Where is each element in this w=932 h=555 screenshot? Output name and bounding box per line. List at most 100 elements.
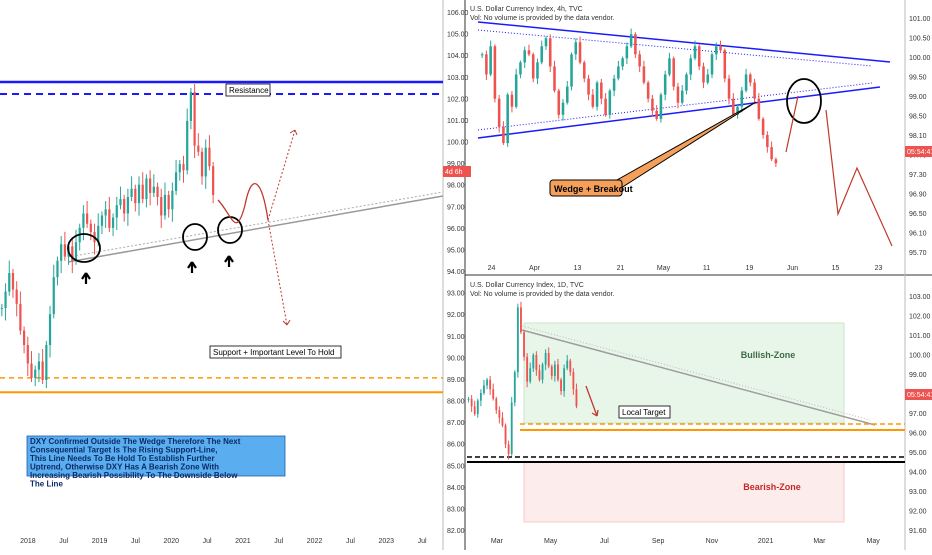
tr-candle [689,58,693,75]
left-candle [56,260,59,278]
left-candle [123,199,126,214]
br-candle [563,368,566,392]
left-candle [97,225,100,243]
rising-support-dotted-line [67,191,444,258]
tr-candle [600,82,603,99]
left-x-tick-label: 2018 [20,538,36,545]
left-candle [48,314,52,345]
note-text-line: Increasing Bearish Possibility To The Do… [30,471,238,480]
left-candle [149,178,152,193]
tr-candle [697,46,701,67]
left-candle [74,242,78,261]
tr-candle [761,118,765,135]
br-candle [544,353,547,365]
tr-candle [523,50,526,63]
up-arrow-icon [81,272,91,284]
left-candle [134,188,137,204]
tr-y-tick-label: 99.00 [909,94,927,101]
br-candle [535,354,538,371]
left-candle [45,345,48,380]
tr-y-tick-label: 96.10 [909,231,927,238]
bullish-zone-label: Bullish-Zone [741,350,796,360]
left-y-tick-label: 104.00 [447,53,469,60]
tr-candle [497,98,501,127]
tr-candle [638,54,641,67]
tr-candle [744,74,748,91]
tr-candle [604,98,607,115]
tr-y-tick-label: 100.50 [909,36,931,43]
br-y-tick-label: 100.00 [909,353,931,360]
tr-candle [621,58,624,67]
br-x-tick-label: Mar [491,538,504,545]
br-y-tick-label: 94.00 [909,470,927,477]
br-y-tick-label: 101.00 [909,333,931,340]
br-candle [504,425,507,445]
tr-candle [714,46,718,55]
left-candle [156,186,159,197]
br-candle [529,368,532,382]
br-subtitle: Vol: No volume is provided by the data v… [470,291,614,298]
tr-candle [642,66,646,83]
br-candle [557,364,559,380]
note-text: DXY Confirmed Outside The Wedge Therefor… [30,437,241,489]
tr-candle [732,98,735,115]
br-candle [470,398,473,407]
br-candle [575,389,578,407]
tr-candle [727,78,731,99]
note-text-line: Consequential Target Is The Rising Suppo… [30,446,217,455]
tr-candle [536,62,539,79]
left-candle [130,188,133,197]
note-box [26,435,286,477]
tr-candle [617,66,620,79]
left-x-tick-label: Jul [346,538,355,545]
left-candle [167,194,170,210]
note-text-line: DXY Confirmed Outside The Wedge Therefor… [30,437,241,446]
left-candle [193,92,196,146]
br-trend-dotted [521,325,871,421]
tr-y-tick-label: 99.50 [909,75,927,82]
projection-down-dotted [267,219,288,326]
left-y-tick-label: 90.00 [447,355,465,362]
tr-candle [612,78,616,91]
bearish-zone [523,461,845,523]
resistance-label-box [225,83,271,97]
tr-x-tick-label: 21 [617,265,625,272]
tr-candle [749,74,752,83]
br-candle [526,356,529,382]
br-y-tick-label: 103.00 [909,294,931,301]
tr-candle [565,86,569,103]
br-trend-line [521,329,876,426]
tr-candle [553,66,556,91]
left-candle [178,164,181,173]
tr-y-tick-label: 98.50 [909,114,927,121]
touch-circle [182,223,208,251]
tr-x-tick-label: 23 [875,265,883,272]
left-y-tick-label: 97.00 [447,204,465,211]
tr-candle [629,34,633,47]
left-candle [26,345,29,364]
br-y-tick-label: 102.00 [909,314,931,321]
target-label: Local Target [622,408,666,417]
tr-candle [531,54,535,79]
br-candle [501,417,504,426]
left-candle [141,184,144,200]
tr-candle [544,38,548,47]
br-candle [486,379,488,386]
tr-candle [646,82,650,99]
left-candle [63,244,66,257]
tr-x-tick-label: 15 [832,265,840,272]
left-y-tick-label: 91.00 [447,334,465,341]
tr-candle [519,62,522,75]
left-y-tick-label: 100.00 [447,140,469,147]
left-candle [60,244,63,261]
left-candle [22,330,26,345]
left-y-tick-label: 88.00 [447,399,465,406]
tr-candle [659,94,663,119]
br-price-tag-box [905,389,932,400]
left-candle [208,147,211,167]
tr-candle [736,106,739,115]
tr-y-tick-label: 100.00 [909,55,931,62]
left-candle [104,209,107,216]
up-arrow-icon [224,255,234,267]
